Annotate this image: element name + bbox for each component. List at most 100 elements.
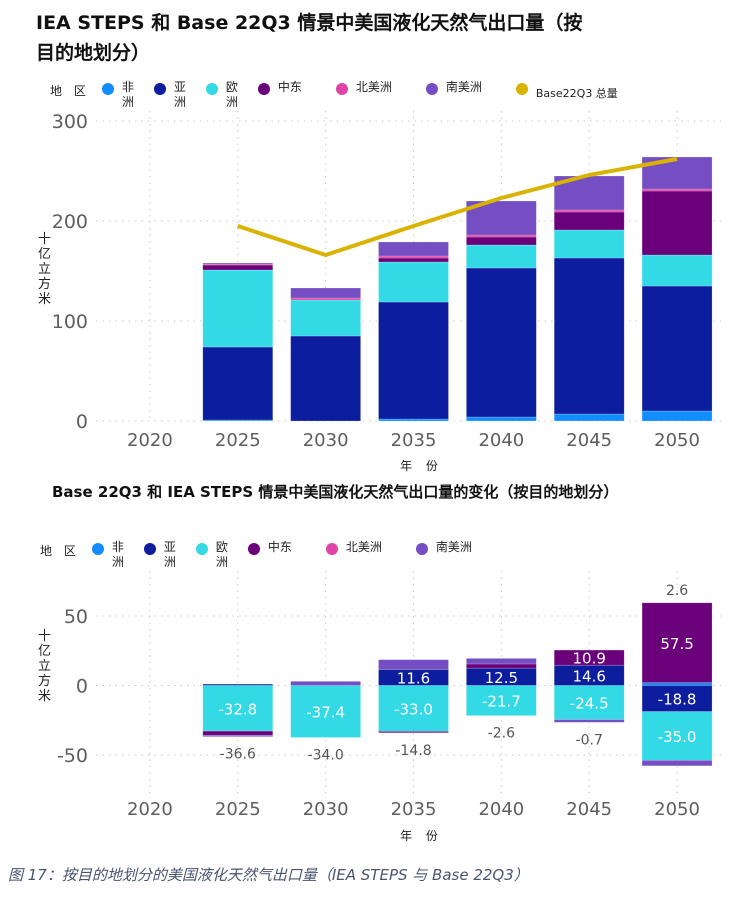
bar-segment xyxy=(641,188,713,192)
legend-label: 非洲 xyxy=(111,540,124,569)
total-data-label: -0.7 xyxy=(576,732,603,748)
legend-label: Base22Q3 总量 xyxy=(535,87,618,100)
chart1-plot: 0 100 200 300 2020 2025 2030 2035 2040 2045 2050 年 … xyxy=(38,111,721,473)
bar-data-label: -33.0 xyxy=(394,700,433,718)
bar-segment xyxy=(378,301,449,420)
bar-data-label: 14.6 xyxy=(573,667,606,685)
legend-title: 地 区 xyxy=(40,544,80,558)
y-tick-label: 0 xyxy=(76,411,88,433)
legend-marker-icon xyxy=(101,83,114,95)
legend-item[interactable]: 亚洲 xyxy=(153,80,188,110)
y-tick-label: 200 xyxy=(52,211,88,233)
legend-item[interactable]: 亚洲 xyxy=(143,540,178,570)
y-axis-title-char: 米 xyxy=(38,292,51,307)
bar-segment xyxy=(553,229,625,259)
total-data-label: -36.6 xyxy=(220,747,256,763)
y-axis-title-char: 方 xyxy=(38,673,51,689)
y-axis-title-char: 十 xyxy=(38,232,51,247)
bar-segment xyxy=(641,285,713,412)
x-tick-label: 2040 xyxy=(478,799,524,820)
bar-segment xyxy=(290,681,361,686)
legend-item[interactable]: 北美洲 xyxy=(325,540,382,555)
y-axis-title-char: 亿 xyxy=(38,644,51,659)
bar-segment xyxy=(202,262,274,265)
chart2-title: Base 22Q3 和 IEA STEPS 情景中美国液化天然气出口量的变化（按… xyxy=(52,483,619,501)
bar-segment xyxy=(290,335,361,422)
bar-segment xyxy=(378,261,449,303)
legend-marker-icon xyxy=(325,543,338,555)
bar-segment xyxy=(553,719,625,723)
bar-data-label: -37.4 xyxy=(306,703,345,721)
x-axis-title: 年 份 xyxy=(400,829,443,843)
legend-label: 欧洲 xyxy=(215,540,228,569)
x-tick-label: 2035 xyxy=(391,799,437,820)
bar-segment xyxy=(641,685,713,712)
legend-item[interactable]: 欧洲 xyxy=(205,80,240,110)
bar-segment xyxy=(290,685,361,738)
bar-segment xyxy=(641,190,713,256)
chart2-legend: 地 区 非洲 亚洲 欧洲 中东 北美洲 南美洲 xyxy=(40,540,506,570)
bar-segment xyxy=(641,682,713,686)
legend-item[interactable]: 非洲 xyxy=(91,540,126,570)
legend-marker-icon xyxy=(335,83,348,95)
bar-segment xyxy=(553,649,625,666)
bar-segment xyxy=(553,211,625,231)
legend-item[interactable]: 欧洲 xyxy=(195,540,230,570)
legend-label: 南美洲 xyxy=(435,540,472,554)
bar-segment xyxy=(202,264,274,271)
bar-segment xyxy=(202,346,274,421)
bar-data-label: -24.5 xyxy=(570,695,609,713)
bar-segment xyxy=(290,299,361,337)
bar-segment xyxy=(378,731,449,734)
x-tick-label: 2040 xyxy=(478,430,524,451)
bar-data-label: -32.8 xyxy=(218,700,257,718)
bar-data-label: 12.5 xyxy=(485,669,518,687)
figure-caption: 图 17：按目的地划分的美国液化天然气出口量（IEA STEPS 与 Base … xyxy=(8,866,529,884)
bar-segment xyxy=(466,685,537,716)
x-tick-label: 2025 xyxy=(215,799,261,820)
bar-segment xyxy=(290,287,361,299)
legend-item[interactable]: 南美洲 xyxy=(425,80,482,95)
y-axis-title: 十亿立方米 xyxy=(38,232,51,307)
bar-segment xyxy=(466,658,537,665)
legend-item[interactable]: 南美洲 xyxy=(415,540,472,555)
legend-item[interactable]: 非洲 xyxy=(101,80,136,110)
legend-title: 地 区 xyxy=(50,84,90,98)
legend-item[interactable]: 中东 xyxy=(247,540,292,555)
legend-label: 北美洲 xyxy=(355,80,392,94)
total-data-label: 2.6 xyxy=(666,583,688,599)
x-tick-label: 2045 xyxy=(566,799,612,820)
x-tick-label: 2030 xyxy=(303,430,349,451)
y-axis-title-char: 立 xyxy=(38,262,51,277)
bar-segment xyxy=(466,236,537,246)
legend-item[interactable]: 北美洲 xyxy=(335,80,392,95)
y-tick-label: 300 xyxy=(52,111,88,133)
bar-segment xyxy=(202,730,274,736)
y-axis-title-char: 十 xyxy=(38,629,51,644)
bar-segment xyxy=(466,234,537,238)
bar-segment xyxy=(641,254,713,287)
bar-segment xyxy=(641,410,713,422)
legend-item[interactable]: 中东 xyxy=(257,80,302,95)
legend-label: 欧洲 xyxy=(225,80,238,109)
bar-segment xyxy=(466,267,537,418)
bar-data-label: 57.5 xyxy=(660,635,693,653)
legend-label: 南美洲 xyxy=(445,80,482,94)
bar-segment xyxy=(202,269,274,348)
y-axis-title: 十亿立方米 xyxy=(38,629,51,704)
legend-label: 中东 xyxy=(277,80,302,94)
total-data-label: -34.0 xyxy=(308,747,344,763)
bar-segment xyxy=(553,257,625,415)
x-tick-label: 2025 xyxy=(215,430,261,451)
bar-segment xyxy=(378,241,449,257)
legend-label: 亚洲 xyxy=(163,540,176,569)
bar-segment xyxy=(466,416,537,422)
bar-data-label: -35.0 xyxy=(658,728,697,746)
legend-label: 中东 xyxy=(267,540,292,554)
x-tick-label: 2030 xyxy=(303,799,349,820)
x-tick-label: 2050 xyxy=(654,430,700,451)
legend-item-line[interactable]: Base22Q3 总量 xyxy=(515,80,618,101)
x-tick-label: 2020 xyxy=(127,799,173,820)
bar-segment xyxy=(378,685,449,732)
total-data-label: -14.8 xyxy=(395,743,431,759)
